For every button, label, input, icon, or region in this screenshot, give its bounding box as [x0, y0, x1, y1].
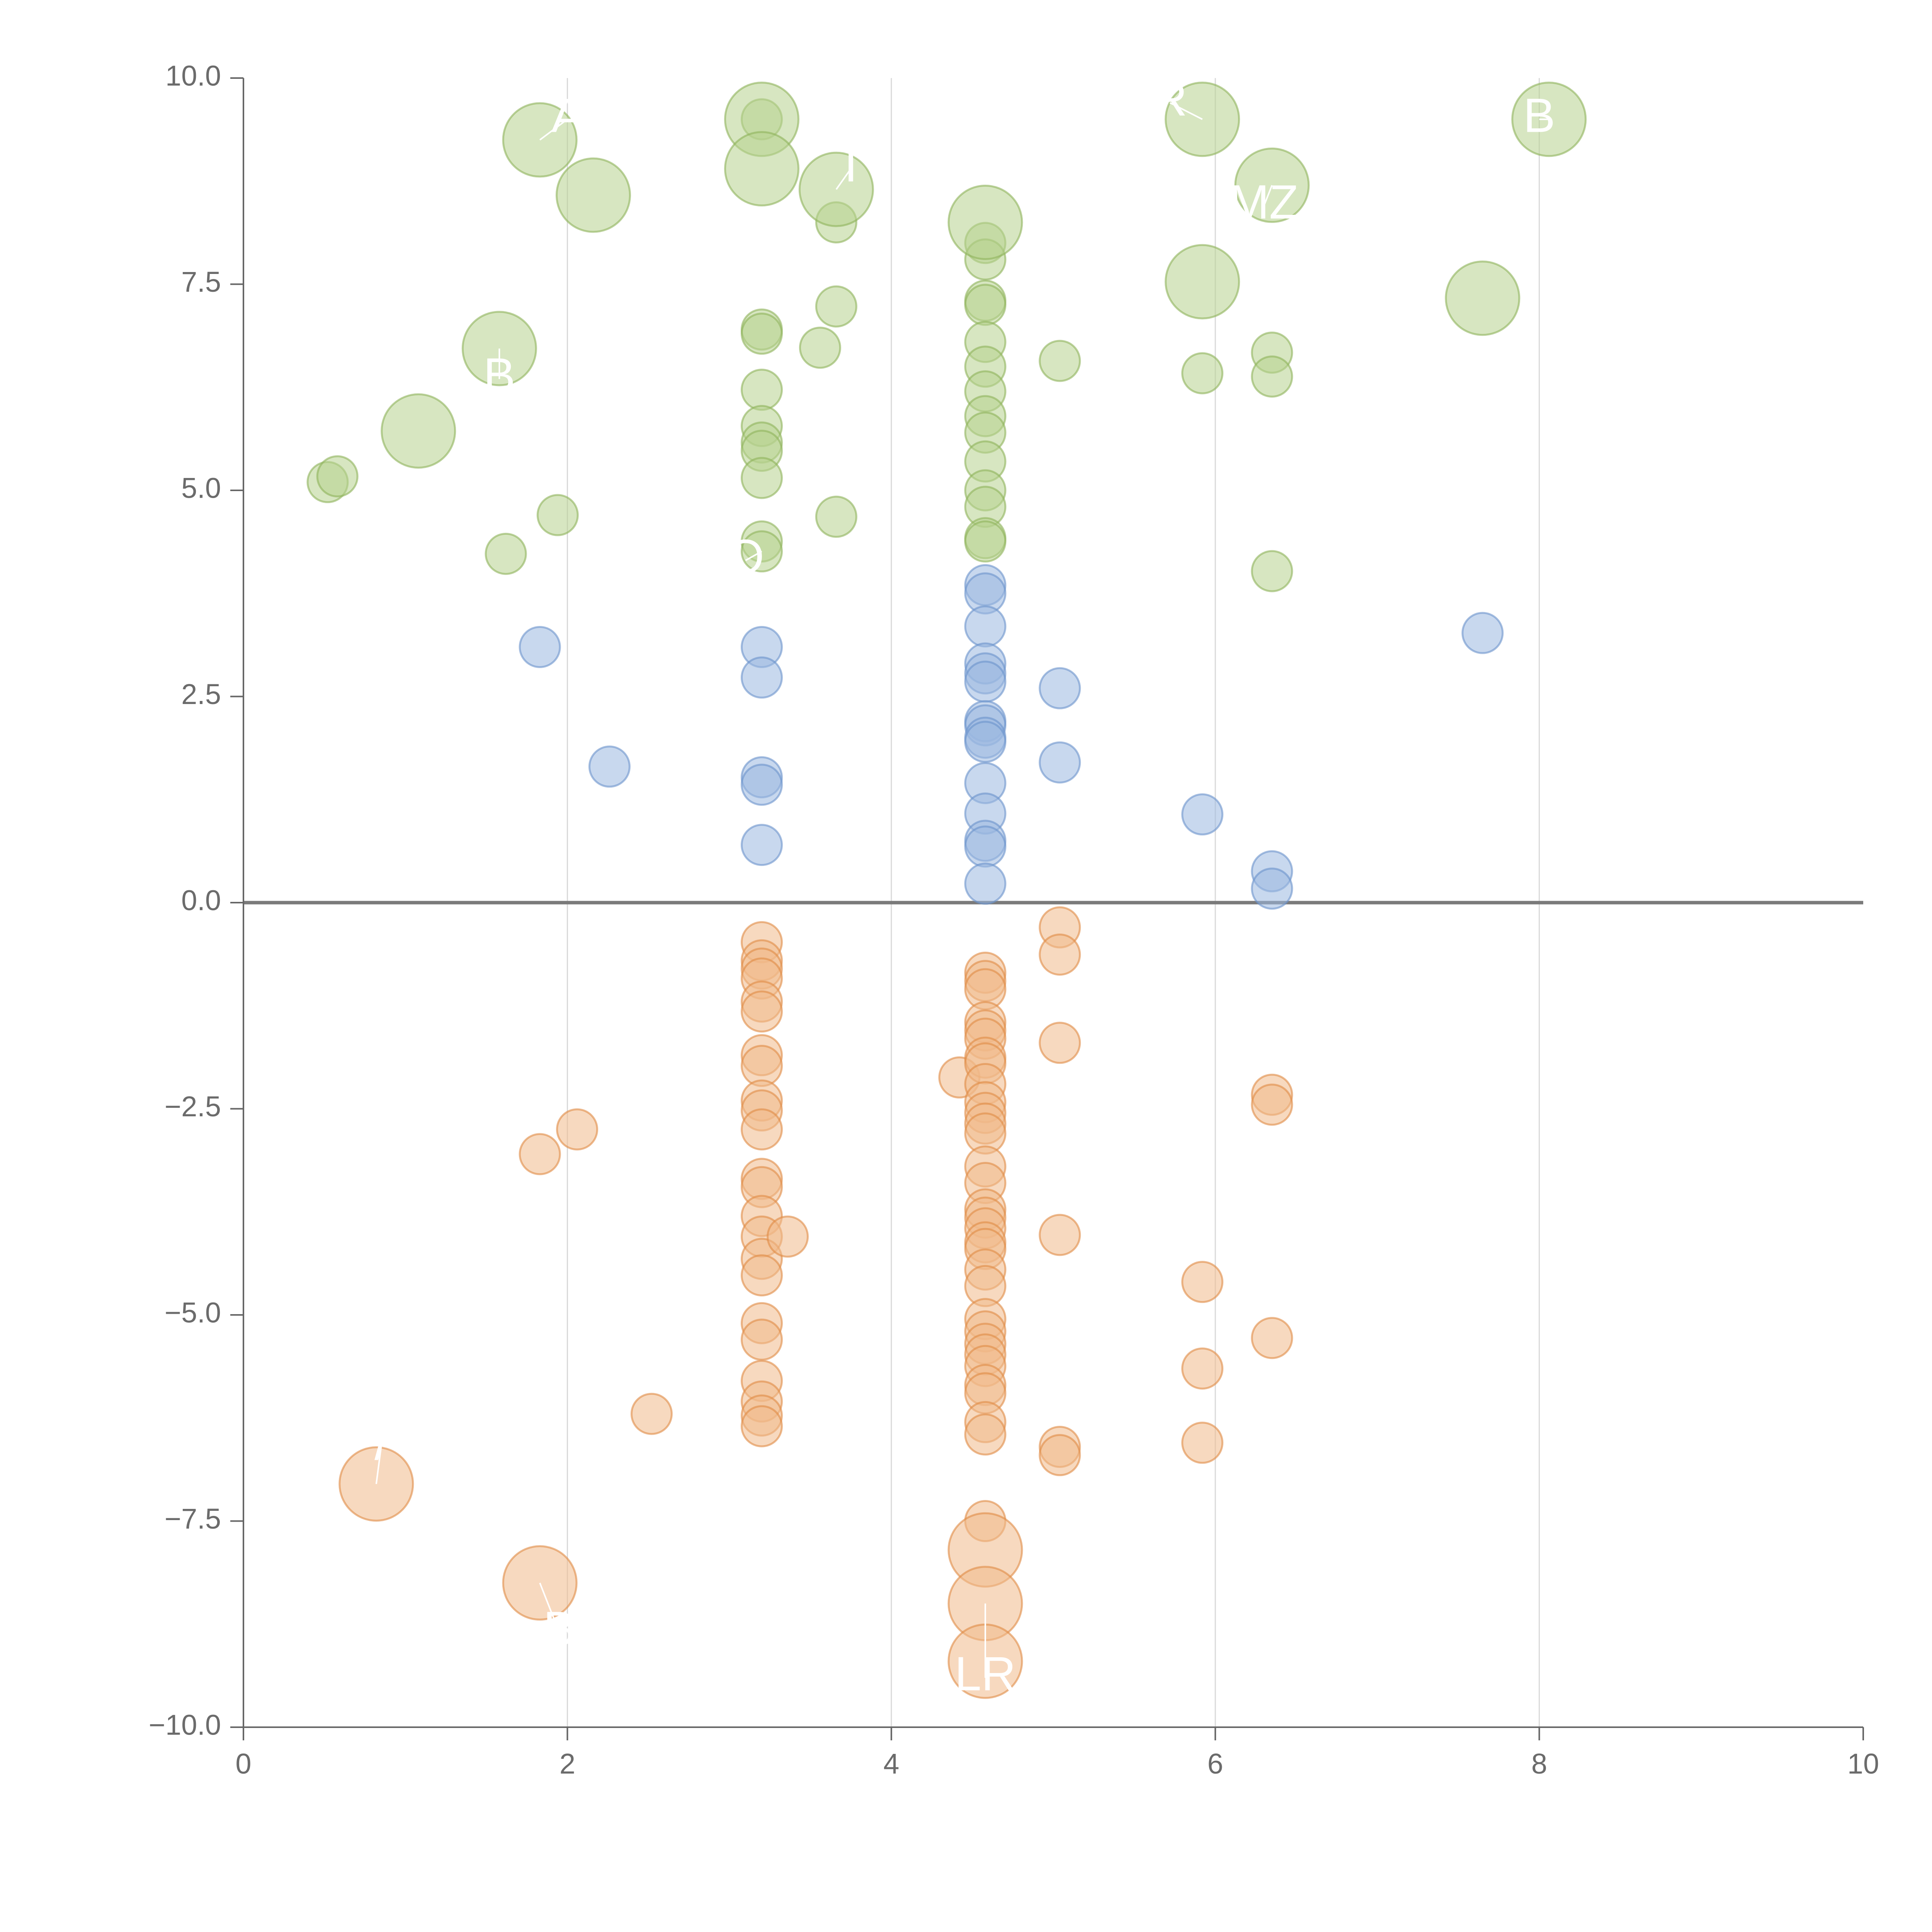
data-point-green	[1251, 550, 1293, 592]
y-tick-label: 10.0	[165, 60, 221, 92]
data-point-orange	[1039, 1022, 1081, 1064]
y-tick-label: 7.5	[181, 266, 221, 298]
data-point-green	[536, 494, 579, 536]
annotation-label: O	[727, 530, 764, 583]
annotation-leader	[835, 168, 852, 190]
data-point-green	[316, 455, 359, 498]
x-tick-label: 4	[883, 1748, 899, 1780]
y-tick-label: 0.0	[181, 884, 221, 917]
data-point-blue	[964, 660, 1007, 703]
annotation-leader	[1169, 102, 1203, 120]
y-tick-label: −10.0	[149, 1709, 221, 1741]
data-point-green	[555, 157, 631, 233]
data-point-orange	[630, 1393, 673, 1435]
data-point-orange	[1251, 1083, 1293, 1126]
x-tick-label: 0	[235, 1748, 251, 1780]
data-point-orange	[740, 1318, 783, 1361]
x-tick-label: 2	[560, 1748, 575, 1780]
data-point-orange	[1181, 1347, 1224, 1390]
data-point-green	[1165, 244, 1240, 320]
data-point-green	[485, 532, 527, 575]
data-point-orange	[767, 1215, 809, 1258]
data-point-green	[799, 327, 841, 369]
annotation-leader	[539, 1582, 560, 1633]
data-point-orange	[556, 1108, 599, 1151]
data-point-green	[964, 520, 1007, 563]
y-tick-label: −2.5	[165, 1090, 221, 1122]
data-point-blue	[964, 862, 1007, 905]
point-layer	[306, 82, 1587, 1699]
annotation-leader	[745, 551, 762, 561]
data-point-orange	[1181, 1422, 1224, 1464]
data-point-blue	[1039, 667, 1081, 709]
data-point-orange	[1251, 1317, 1293, 1359]
y-tick-label: −5.0	[165, 1297, 221, 1329]
data-point-green	[381, 393, 456, 469]
data-point-blue	[964, 605, 1007, 648]
data-point-blue	[1461, 612, 1504, 654]
data-point-green	[740, 457, 783, 499]
y-tick-label: −7.5	[165, 1503, 221, 1535]
data-point-blue	[1181, 793, 1224, 836]
y-tick-label: 2.5	[181, 678, 221, 710]
data-point-orange	[964, 1413, 1007, 1456]
annotation-label: /	[374, 1417, 388, 1470]
annotation-label: B	[1523, 89, 1555, 142]
annotation-label: B	[543, 1602, 575, 1655]
data-point-orange	[519, 1133, 561, 1175]
data-point-green	[1181, 352, 1224, 395]
data-point-green	[815, 495, 857, 538]
data-point-blue	[740, 764, 783, 806]
x-tick-label: 8	[1531, 1748, 1547, 1780]
annotation-label: A	[551, 89, 583, 142]
data-point-orange	[1039, 933, 1081, 976]
data-point-orange	[1039, 1434, 1081, 1476]
y-tick-label: 5.0	[181, 472, 221, 504]
data-point-blue	[964, 825, 1007, 868]
data-point-green	[740, 313, 783, 355]
data-point-green	[947, 184, 1023, 260]
data-point-green	[1251, 355, 1293, 398]
data-point-blue	[964, 721, 1007, 763]
data-point-blue	[588, 745, 631, 788]
annotation-leader	[539, 119, 568, 141]
annotation-label: MZ	[1229, 176, 1298, 229]
data-point-green	[1445, 260, 1520, 336]
data-point-blue	[519, 626, 561, 668]
data-point-orange	[740, 1108, 783, 1151]
axis-layer: 10.0 7.5 5.0 2.5 0.0 −2.5 −5.0 −7.5 −10.0 0 2 4 6 8 10	[149, 60, 1879, 1780]
data-point-blue	[740, 656, 783, 699]
annotation-label: B	[483, 349, 515, 402]
grid-layer	[243, 78, 1863, 1727]
data-point-orange	[740, 1254, 783, 1297]
annotation-leader	[1263, 185, 1273, 206]
annotation-leader	[375, 1447, 382, 1484]
data-point-blue	[740, 824, 783, 866]
data-point-orange	[1181, 1261, 1224, 1303]
data-point-orange	[740, 1405, 783, 1447]
data-point-green	[815, 285, 857, 328]
data-point-green	[740, 369, 783, 411]
annotation-label: I	[844, 138, 857, 192]
data-point-orange	[740, 990, 783, 1033]
data-point-blue	[1039, 741, 1081, 784]
annotation-label: LR	[955, 1648, 1016, 1701]
x-tick-label: 10	[1847, 1748, 1879, 1780]
annotation-label: R	[1153, 73, 1187, 126]
data-point-orange	[1039, 1214, 1081, 1256]
x-tick-label: 6	[1208, 1748, 1223, 1780]
label-layer: A R B I MZ B O / B LR	[374, 73, 1555, 1701]
data-point-green	[1039, 340, 1081, 382]
data-point-green	[964, 284, 1007, 326]
data-point-green	[724, 131, 799, 207]
data-point-blue	[1251, 867, 1293, 910]
